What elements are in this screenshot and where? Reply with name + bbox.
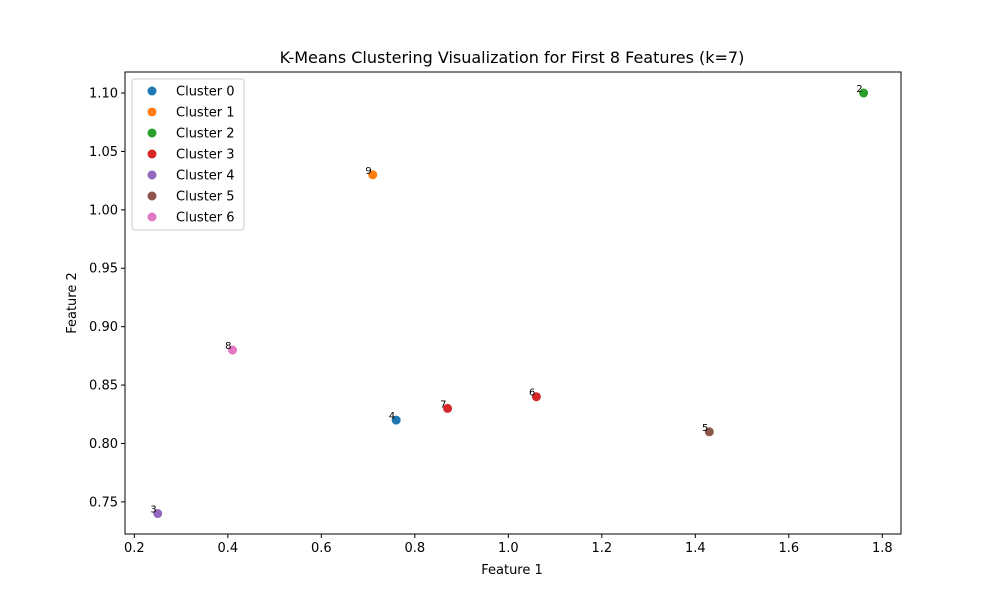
y-tick-label: 0.85 [89,379,118,394]
legend-label: Cluster 6 [176,211,235,226]
x-tick-label: 0.6 [311,541,332,556]
y-axis-ticks: 0.75 0.80 0.85 0.90 0.95 1.00 1.05 1.10 [89,87,125,510]
legend: Cluster 0 Cluster 1 Cluster 2 Cluster 3 Clus… [131,78,245,231]
legend-marker [147,170,157,180]
legend-label: Cluster 1 [176,106,235,121]
point-label: 4 [389,411,395,422]
data-point [859,88,869,98]
legend-marker [147,107,157,117]
legend-marker [147,128,157,138]
data-point [153,509,163,519]
y-tick-label: 1.10 [89,87,118,102]
point-labels: 4 9 2 7 6 3 5 8 [150,84,862,516]
x-tick-label: 0.4 [217,541,238,556]
x-tick-label: 0.8 [404,541,425,556]
y-tick-label: 0.95 [89,262,118,277]
x-tick-label: 1.8 [872,541,893,556]
x-axis-label: Feature 1 [481,563,543,578]
plot-area: 0.2 0.4 0.6 0.8 1.0 1.2 1.4 1.6 1.8 0.75 0.80 0.85… [89,71,902,556]
x-tick-label: 1.4 [685,541,706,556]
legend-marker [147,149,157,159]
data-point [704,427,714,437]
point-label: 6 [529,388,535,399]
y-tick-label: 0.90 [89,320,118,335]
legend-label: Cluster 4 [176,169,235,184]
data-points [153,88,869,519]
point-label: 5 [702,423,708,434]
point-label: 2 [856,84,862,95]
legend-marker [147,191,157,201]
x-tick-label: 1.2 [591,541,612,556]
x-axis-ticks: 0.2 0.4 0.6 0.8 1.0 1.2 1.4 1.6 1.8 [124,534,893,556]
legend-label: Cluster 3 [176,148,235,163]
point-label: 9 [365,166,371,177]
point-label: 8 [225,341,231,352]
point-label: 3 [150,505,156,516]
data-point [443,403,453,413]
data-point [368,170,378,180]
x-tick-label: 1.6 [778,541,799,556]
y-tick-label: 1.00 [89,203,118,218]
y-tick-label: 0.80 [89,437,118,452]
y-tick-label: 1.05 [89,145,118,160]
data-point [391,415,401,425]
legend-box [131,78,245,231]
legend-items: Cluster 0 Cluster 1 Cluster 2 Cluster 3 Clus… [147,85,235,226]
axes-frame [124,71,902,535]
y-axis-label: Feature 2 [65,272,80,334]
data-point [531,392,541,402]
legend-marker [147,86,157,96]
x-tick-label: 0.2 [124,541,145,556]
x-tick-label: 1.0 [498,541,519,556]
point-label: 7 [440,399,446,410]
legend-marker [147,212,157,222]
legend-label: Cluster 2 [176,127,235,142]
legend-label: Cluster 0 [176,85,235,100]
chart-title: K-Means Clustering Visualization for Fir… [280,48,745,67]
y-tick-label: 0.75 [89,495,118,510]
data-point [228,345,238,355]
legend-label: Cluster 5 [176,190,235,205]
